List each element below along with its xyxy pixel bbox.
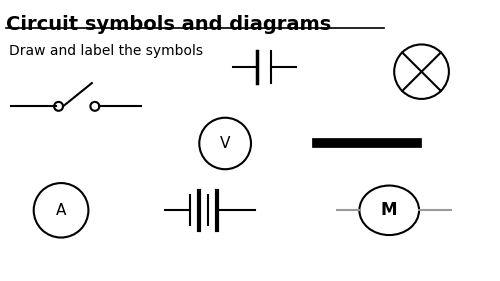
Text: V: V <box>220 136 230 151</box>
Text: M: M <box>381 201 398 219</box>
Text: Circuit symbols and diagrams: Circuit symbols and diagrams <box>6 15 332 34</box>
Text: Draw and label the symbols: Draw and label the symbols <box>9 44 203 58</box>
Text: A: A <box>56 203 66 218</box>
